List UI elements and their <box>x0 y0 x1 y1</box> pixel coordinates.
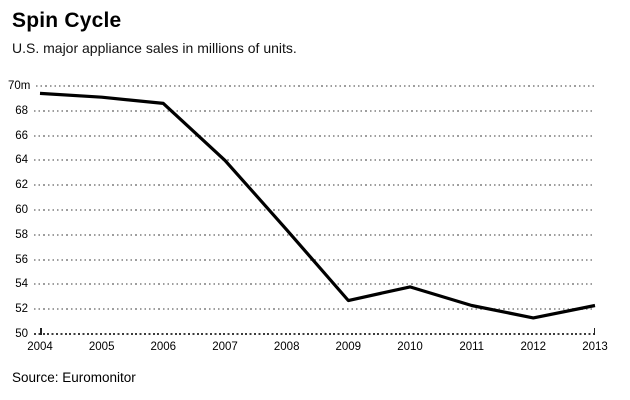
y-tick-label: 60 <box>15 204 28 216</box>
gridline-row: 56 <box>8 252 595 268</box>
y-tick-label: 70m <box>8 80 31 92</box>
axis-end-tick-right <box>593 327 596 335</box>
gridline <box>36 85 595 87</box>
x-tick-label: 2007 <box>212 341 238 353</box>
gridline <box>34 258 595 261</box>
x-tick-label: 2012 <box>520 341 547 353</box>
gridline <box>34 159 595 162</box>
x-tick-label: 2009 <box>335 341 362 353</box>
y-tick-label: 58 <box>15 228 28 241</box>
y-tick-label: 52 <box>15 303 28 316</box>
gridline-row: 54 <box>8 276 595 292</box>
gridline <box>34 308 595 311</box>
gridline-row: 52 <box>8 301 595 317</box>
gridline-row: 62 <box>8 177 595 193</box>
axis-end-tick-left <box>40 327 42 335</box>
chart-title: Spin Cycle <box>12 9 122 32</box>
gridline <box>34 209 595 211</box>
x-tick-label: 2004 <box>27 341 53 353</box>
gridline <box>34 184 595 187</box>
gridline <box>34 233 595 236</box>
x-tick-label: 2008 <box>273 341 300 353</box>
y-tick-label: 62 <box>15 179 28 192</box>
x-tick-label: 2006 <box>150 341 177 353</box>
x-tick-label: 2011 <box>459 341 485 353</box>
chart-subtitle: U.S. major appliance sales in millions o… <box>12 40 297 56</box>
gridline <box>34 134 595 137</box>
source-attribution: Source: Euromonitor <box>12 370 136 385</box>
baseline-gridline <box>34 333 595 335</box>
gridline-row: 68 <box>8 103 595 119</box>
x-tick-label: 2005 <box>88 341 115 353</box>
gridline <box>34 283 595 286</box>
gridline-row: 64 <box>8 152 595 168</box>
gridline-row: 50 <box>8 326 595 342</box>
y-tick-label: 66 <box>15 129 28 142</box>
y-tick-label: 56 <box>15 253 28 266</box>
gridline-row: 66 <box>8 128 595 144</box>
x-tick-label: 2010 <box>397 341 423 353</box>
y-tick-label: 50 <box>15 328 28 340</box>
x-tick-label: 2013 <box>582 341 608 353</box>
y-tick-label: 54 <box>15 278 28 291</box>
gridline-row: 58 <box>8 227 595 243</box>
gridline-row: 60 <box>8 202 595 218</box>
y-tick-label: 64 <box>15 154 28 167</box>
gridline <box>34 109 595 112</box>
y-tick-label: 68 <box>15 104 28 117</box>
gridline-row: 70m <box>8 78 595 94</box>
